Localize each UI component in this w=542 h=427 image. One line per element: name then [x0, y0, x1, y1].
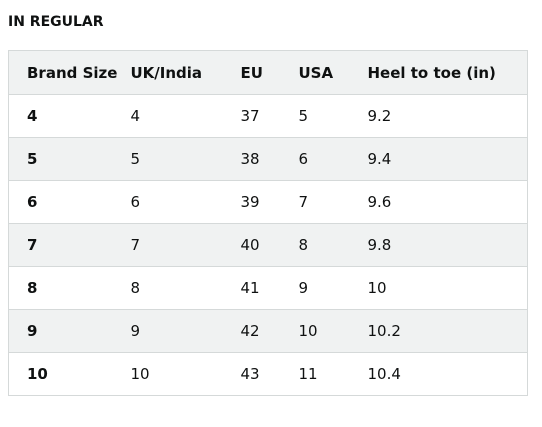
cell-eu: 41 [240, 266, 299, 310]
table-row: 10 10 43 11 10.4 [8, 352, 528, 396]
table-row: 6 6 39 7 9.6 [8, 180, 528, 224]
cell-usa: 9 [298, 266, 368, 310]
cell-eu: 40 [240, 223, 299, 267]
cell-usa: 8 [298, 223, 368, 267]
cell-brand-size: 10 [8, 352, 131, 396]
cell-usa: 10 [298, 309, 368, 353]
table-row: 7 7 40 8 9.8 [8, 223, 528, 267]
column-header-uk-india: UK/India [130, 50, 241, 95]
cell-heel-to-toe: 9.6 [367, 180, 528, 224]
cell-brand-size: 8 [8, 266, 131, 310]
cell-eu: 42 [240, 309, 299, 353]
cell-heel-to-toe: 9.2 [367, 94, 528, 138]
column-header-brand-size: Brand Size [8, 50, 131, 95]
cell-uk-india: 6 [130, 180, 241, 224]
cell-uk-india: 8 [130, 266, 241, 310]
cell-usa: 11 [298, 352, 368, 396]
cell-usa: 7 [298, 180, 368, 224]
cell-brand-size: 7 [8, 223, 131, 267]
table-row: 8 8 41 9 10 [8, 266, 528, 310]
cell-uk-india: 4 [130, 94, 241, 138]
table-header-row: Brand Size UK/India EU USA Heel to toe (… [8, 50, 528, 95]
cell-eu: 39 [240, 180, 299, 224]
cell-heel-to-toe: 9.4 [367, 137, 528, 181]
cell-eu: 38 [240, 137, 299, 181]
table-row: 5 5 38 6 9.4 [8, 137, 528, 181]
cell-uk-india: 9 [130, 309, 241, 353]
cell-heel-to-toe: 10 [367, 266, 528, 310]
cell-uk-india: 5 [130, 137, 241, 181]
column-header-eu: EU [240, 50, 299, 95]
cell-eu: 43 [240, 352, 299, 396]
cell-usa: 6 [298, 137, 368, 181]
section-heading: IN REGULAR [8, 14, 104, 30]
cell-eu: 37 [240, 94, 299, 138]
column-header-heel-to-toe: Heel to toe (in) [367, 50, 528, 95]
column-header-usa: USA [298, 50, 368, 95]
table-row: 9 9 42 10 10.2 [8, 309, 528, 353]
cell-brand-size: 5 [8, 137, 131, 181]
table-row: 4 4 37 5 9.2 [8, 94, 528, 138]
size-chart-table: Brand Size UK/India EU USA Heel to toe (… [8, 50, 528, 396]
cell-brand-size: 4 [8, 94, 131, 138]
cell-heel-to-toe: 10.2 [367, 309, 528, 353]
cell-uk-india: 7 [130, 223, 241, 267]
cell-usa: 5 [298, 94, 368, 138]
cell-uk-india: 10 [130, 352, 241, 396]
cell-heel-to-toe: 10.4 [367, 352, 528, 396]
cell-brand-size: 6 [8, 180, 131, 224]
cell-heel-to-toe: 9.8 [367, 223, 528, 267]
cell-brand-size: 9 [8, 309, 131, 353]
